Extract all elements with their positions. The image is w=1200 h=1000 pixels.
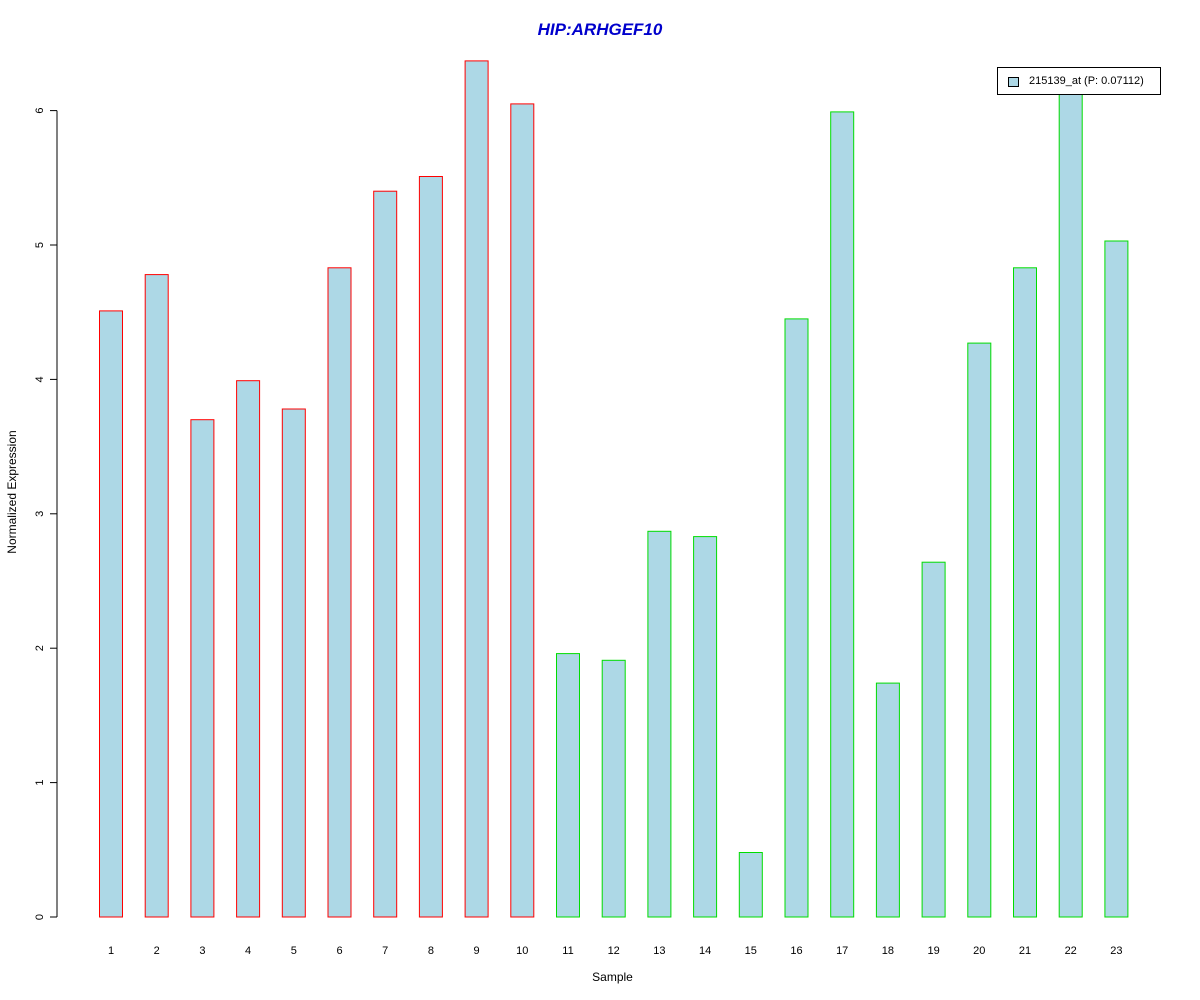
x-tick-label: 4: [245, 945, 251, 957]
x-tick-label: 13: [653, 945, 665, 957]
y-axis: 0 1 2 3 4 5 6: [34, 108, 58, 920]
legend-label: 215139_at (P: 0.07112): [1029, 75, 1144, 87]
bar-sample-2: [144, 274, 169, 918]
bar-sample-4: [236, 380, 261, 918]
x-tick-label: 3: [199, 945, 205, 957]
x-axis-label: Sample: [592, 970, 633, 984]
x-tick-label: 11: [562, 945, 573, 957]
bar-sample-14: [693, 536, 718, 918]
bar-sample-23: [1104, 240, 1129, 918]
x-tick-label: 14: [699, 945, 711, 957]
x-tick-label: 22: [1065, 945, 1077, 957]
bar-sample-21: [1013, 267, 1037, 918]
bar-sample-22: [1058, 92, 1083, 918]
x-tick-label: 12: [608, 945, 620, 957]
bar-sample-19: [921, 561, 946, 918]
bar-sample-17: [830, 111, 855, 918]
bar-sample-11: [556, 653, 580, 918]
chart-title: HIP:ARHGEF10: [537, 20, 663, 39]
legend: 215139_at (P: 0.07112): [997, 67, 1161, 95]
x-tick-label: 10: [516, 945, 528, 957]
y-axis-label: Normalized Expression: [5, 430, 19, 554]
x-tick-label: 18: [882, 945, 894, 957]
bar-sample-8: [418, 176, 443, 918]
legend-swatch: [1008, 77, 1019, 87]
x-tick-label: 19: [927, 945, 939, 957]
x-tick-label: 23: [1110, 945, 1122, 957]
y-tick-label: 1: [34, 780, 46, 786]
x-tick-label: 16: [790, 945, 802, 957]
bar-sample-10: [510, 103, 535, 918]
x-tick-label: 1: [108, 945, 114, 957]
bar-sample-1: [99, 310, 123, 918]
bar-sample-12: [601, 659, 626, 918]
x-tick-label: 5: [291, 945, 297, 957]
bars-group: [99, 60, 1129, 918]
bar-sample-7: [373, 190, 398, 918]
bar-sample-18: [875, 682, 900, 918]
x-tick-label: 9: [474, 945, 480, 957]
y-tick-label: 5: [34, 242, 46, 248]
bar-sample-20: [967, 342, 992, 918]
y-tick-label: 2: [34, 645, 46, 651]
x-tick-label: 17: [836, 945, 848, 957]
x-tick-label: 20: [973, 945, 985, 957]
bar-sample-9: [464, 60, 489, 918]
x-tick-label: 8: [428, 945, 434, 957]
x-tick-label: 2: [154, 945, 160, 957]
x-tick-label: 7: [382, 945, 388, 957]
y-tick-label: 3: [34, 511, 46, 517]
x-tick-label: 21: [1019, 945, 1031, 957]
bar-sample-5: [281, 408, 306, 918]
bar-sample-13: [647, 530, 672, 918]
x-tick-label: 15: [745, 945, 757, 957]
x-tick-labels: 1 2 3 4 5 6 7 8 9 10 11 12 13 14 15 16 17 18 19 20 21 22 23: [108, 945, 1123, 957]
bar-sample-15: [738, 852, 763, 918]
bar-sample-6: [327, 267, 352, 918]
y-tick-label: 0: [34, 914, 46, 920]
bar-sample-3: [190, 419, 215, 918]
y-tick-label: 6: [34, 108, 46, 114]
y-tick-label: 4: [34, 376, 46, 382]
bar-sample-16: [784, 318, 809, 918]
x-tick-label: 6: [336, 945, 342, 957]
